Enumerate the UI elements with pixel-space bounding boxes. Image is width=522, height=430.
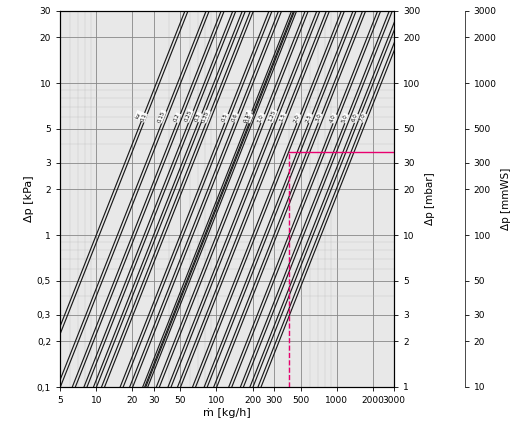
Text: 1.0: 1.0 bbox=[257, 113, 265, 123]
X-axis label: ṁ [kg/h]: ṁ [kg/h] bbox=[203, 408, 251, 418]
Text: 0.3: 0.3 bbox=[194, 112, 202, 122]
Text: 4.0: 4.0 bbox=[329, 114, 337, 123]
Y-axis label: Δp [mbar]: Δp [mbar] bbox=[424, 172, 434, 225]
Text: kv
0.1: kv 0.1 bbox=[134, 111, 148, 123]
Text: 1.5: 1.5 bbox=[278, 112, 286, 123]
Text: 0.2: 0.2 bbox=[173, 113, 181, 123]
Y-axis label: Δp [mmWS]: Δp [mmWS] bbox=[501, 168, 511, 230]
Text: 0.6: 0.6 bbox=[231, 112, 239, 123]
Text: 0.8: 0.8 bbox=[245, 113, 253, 123]
Text: 1.25: 1.25 bbox=[268, 110, 277, 123]
Text: 3.0: 3.0 bbox=[314, 113, 322, 123]
Text: 0.15: 0.15 bbox=[157, 110, 167, 123]
Text: 5.0: 5.0 bbox=[341, 113, 349, 123]
Y-axis label: Δp [kPa]: Δp [kPa] bbox=[24, 175, 34, 222]
Text: 0.5: 0.5 bbox=[221, 113, 229, 123]
Text: 2.5: 2.5 bbox=[305, 113, 313, 123]
Text: 2.0: 2.0 bbox=[293, 113, 301, 123]
Text: 0.77: 0.77 bbox=[243, 110, 252, 123]
Text: 6.0: 6.0 bbox=[351, 113, 359, 123]
Text: 0.25: 0.25 bbox=[184, 109, 193, 123]
Text: 0.35: 0.35 bbox=[201, 110, 210, 123]
Text: 7.0: 7.0 bbox=[359, 113, 366, 123]
